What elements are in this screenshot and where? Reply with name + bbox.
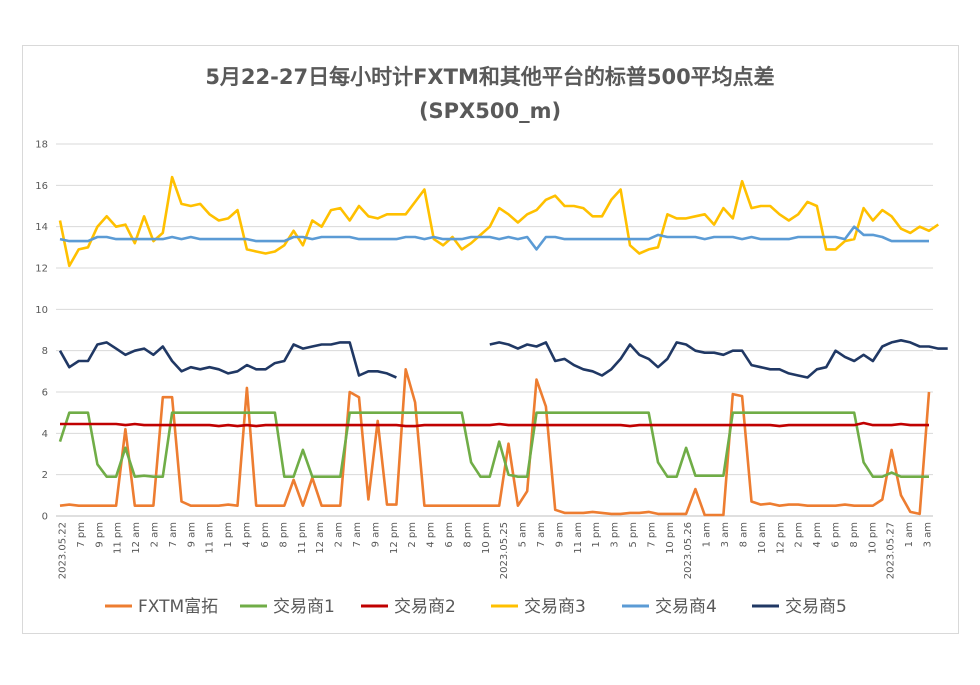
x-tick-label: 2 pm bbox=[407, 522, 418, 548]
x-tick-label: 10 pm bbox=[867, 522, 878, 554]
x-axis: 2023.05.22 7 pm 9 pm 11 pm 12 am 2 am 7 am 9 am… bbox=[58, 522, 934, 579]
y-tick-label: 12 bbox=[35, 264, 48, 275]
x-tick-label: 3 am bbox=[923, 522, 934, 547]
series-line-1 bbox=[59, 368, 931, 517]
x-tick-label: 9 pm bbox=[94, 522, 105, 548]
x-tick-label: 1 pm bbox=[591, 522, 602, 548]
x-tick-label: 2023.05.26 bbox=[683, 522, 694, 579]
legend: FXTM富拓 交易商1 交易商2 交易商3 交易商4 交易商5 bbox=[105, 597, 847, 617]
x-tick-label: 11 pm bbox=[113, 522, 124, 554]
x-tick-label: 3 pm bbox=[610, 522, 621, 548]
x-tick-label: 11 pm bbox=[297, 522, 308, 554]
x-tick-label: 7 pm bbox=[646, 522, 657, 548]
x-tick-label: 12 am bbox=[315, 522, 326, 554]
y-tick-label: 18 bbox=[35, 140, 48, 151]
x-tick-label: 4 pm bbox=[426, 522, 437, 548]
x-tick-label: 6 pm bbox=[260, 522, 271, 548]
series-line-6 bbox=[58, 339, 948, 379]
x-tick-label: 8 pm bbox=[462, 522, 473, 548]
series-line-2 bbox=[58, 411, 929, 478]
x-tick-label: 2023.05.22 bbox=[58, 522, 69, 579]
x-tick-label: 9 am bbox=[186, 522, 197, 547]
x-tick-label: 2 am bbox=[150, 522, 161, 547]
x-tick-label: 3 am bbox=[720, 522, 731, 547]
legend-label: 交易商2 bbox=[394, 597, 456, 617]
x-tick-label: 12 pm bbox=[775, 522, 786, 554]
gridlines bbox=[56, 143, 933, 517]
legend-label: 交易商3 bbox=[524, 597, 586, 617]
x-tick-label: 9 am bbox=[554, 522, 565, 547]
y-axis: 0 2 4 6 8 10 12 14 16 18 bbox=[35, 140, 48, 523]
x-tick-label: 10 pm bbox=[665, 522, 676, 554]
x-tick-label: 11 am bbox=[205, 522, 216, 554]
y-tick-label: 14 bbox=[35, 222, 48, 233]
line-chart: 5月22-27日每小时计FXTM和其他平台的标普500平均点差 (SPX500_… bbox=[35, 65, 948, 617]
x-tick-label: 8 pm bbox=[849, 522, 860, 548]
x-tick-label: 8 am bbox=[738, 522, 749, 547]
x-tick-label: 7 am bbox=[352, 522, 363, 547]
x-tick-label: 6 pm bbox=[830, 522, 841, 548]
x-tick-label: 1 am bbox=[904, 522, 915, 547]
y-tick-label: 10 bbox=[35, 305, 48, 316]
x-tick-label: 1 am bbox=[702, 522, 713, 547]
y-tick-label: 4 bbox=[42, 429, 48, 440]
chart-subtitle: (SPX500_m) bbox=[419, 99, 561, 123]
x-tick-label: 5 pm bbox=[628, 522, 639, 548]
x-tick-label: 10 pm bbox=[481, 522, 492, 554]
x-tick-label: 9 am bbox=[370, 522, 381, 547]
x-tick-label: 12 pm bbox=[389, 522, 400, 554]
series-line-3 bbox=[60, 421, 929, 428]
x-tick-label: 4 pm bbox=[242, 522, 253, 548]
x-tick-label: 1 pm bbox=[223, 522, 234, 548]
y-tick-label: 8 bbox=[42, 346, 48, 357]
x-tick-label: 4 pm bbox=[812, 522, 823, 548]
x-tick-label: 12 am bbox=[131, 522, 142, 554]
y-tick-label: 2 bbox=[42, 470, 48, 481]
x-tick-label: 5 am bbox=[518, 522, 529, 547]
legend-label: FXTM富拓 bbox=[138, 597, 218, 617]
x-tick-label: 2023.05.25 bbox=[499, 522, 510, 579]
y-tick-label: 16 bbox=[35, 181, 48, 192]
x-tick-label: 7 pm bbox=[76, 522, 87, 548]
y-tick-label: 6 bbox=[42, 388, 48, 399]
x-tick-label: 7 am bbox=[168, 522, 179, 547]
chart-frame: 5月22-27日每小时计FXTM和其他平台的标普500平均点差 (SPX500_… bbox=[22, 45, 959, 634]
series-line-5 bbox=[59, 225, 929, 251]
series-lines bbox=[58, 175, 948, 517]
x-tick-label: 2023.05.27 bbox=[886, 522, 897, 579]
legend-label: 交易商1 bbox=[273, 597, 335, 617]
legend-label: 交易商5 bbox=[785, 597, 847, 617]
legend-label: 交易商4 bbox=[655, 597, 717, 617]
x-tick-label: 6 pm bbox=[444, 522, 455, 548]
chart-title: 5月22-27日每小时计FXTM和其他平台的标普500平均点差 bbox=[205, 65, 774, 89]
x-tick-label: 10 am bbox=[757, 522, 768, 554]
x-tick-label: 2 am bbox=[334, 522, 345, 547]
x-tick-label: 7 am bbox=[536, 522, 547, 547]
x-tick-label: 2 pm bbox=[794, 522, 805, 548]
x-tick-label: 11 am bbox=[573, 522, 584, 554]
y-tick-label: 0 bbox=[42, 512, 48, 523]
series-line-4 bbox=[58, 175, 940, 268]
x-tick-label: 8 pm bbox=[278, 522, 289, 548]
